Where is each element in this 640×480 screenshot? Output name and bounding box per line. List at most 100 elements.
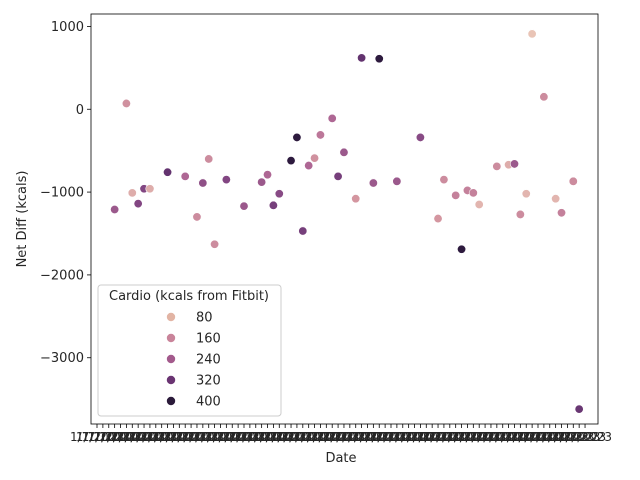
data-point bbox=[327, 113, 337, 123]
data-point bbox=[527, 29, 537, 39]
y-tick-label: 1000 bbox=[51, 20, 84, 35]
plot-frame bbox=[90, 13, 599, 425]
data-point bbox=[239, 201, 249, 211]
y-axis-ticks: 1000 0 −1000 −2000 −3000 bbox=[40, 20, 91, 366]
x-tick-label: 1/7/2023 bbox=[293, 430, 347, 444]
data-point bbox=[333, 171, 343, 181]
y-tick-label: 0 bbox=[76, 103, 84, 118]
x-tick-label: 1/7/2023 bbox=[223, 430, 277, 444]
data-point bbox=[374, 54, 384, 64]
data-point bbox=[310, 153, 320, 163]
x-tick-label: 1/7/2023 bbox=[288, 430, 342, 444]
x-tick-label: 1/7/2023 bbox=[252, 430, 306, 444]
x-tick-label: 1/7/2023 bbox=[70, 430, 124, 444]
x-tick-label: 1/7/2023 bbox=[276, 430, 330, 444]
data-point bbox=[221, 175, 231, 185]
data-point bbox=[509, 159, 519, 169]
x-tick-label: 1/7/2023 bbox=[123, 430, 177, 444]
x-tick-label: 1/7/2023 bbox=[76, 430, 130, 444]
x-tick-label: 1/7/2023 bbox=[446, 430, 500, 444]
data-point bbox=[304, 161, 314, 171]
data-point bbox=[204, 154, 214, 164]
legend-label: 160 bbox=[196, 332, 221, 347]
x-tick-label: 1/7/2023 bbox=[417, 430, 471, 444]
data-point bbox=[121, 98, 131, 108]
x-tick-label: 1/7/2023 bbox=[517, 430, 571, 444]
x-tick-label: 1/7/2023 bbox=[429, 430, 483, 444]
x-axis-label: Date bbox=[325, 451, 356, 466]
data-point bbox=[557, 208, 567, 218]
data-point bbox=[515, 209, 525, 219]
x-tick-label: 1/7/2023 bbox=[464, 430, 518, 444]
x-tick-label: 1/7/2023 bbox=[311, 430, 365, 444]
x-tick-label: 1/7/2023 bbox=[476, 430, 530, 444]
legend-title: Cardio (kcals from Fitbit) bbox=[109, 289, 269, 304]
data-point bbox=[133, 199, 143, 209]
data-point bbox=[198, 178, 208, 188]
data-point bbox=[568, 176, 578, 186]
data-point bbox=[433, 214, 443, 224]
x-tick-label: 1/7/2023 bbox=[258, 430, 312, 444]
data-point bbox=[268, 200, 278, 210]
x-tick-label: 1/7/2023 bbox=[152, 430, 206, 444]
x-tick-label: 1/7/2023 bbox=[364, 430, 418, 444]
x-tick-label: 1/7/2023 bbox=[141, 430, 195, 444]
x-tick-label: 1/7/2023 bbox=[399, 430, 453, 444]
x-tick-label: 1/7/2023 bbox=[511, 430, 565, 444]
x-tick-label: 1/7/2023 bbox=[211, 430, 265, 444]
legend: Cardio (kcals from Fitbit) 80 160 240 320 40… bbox=[97, 284, 282, 417]
data-point bbox=[145, 184, 155, 194]
x-tick-label: 1/7/2023 bbox=[299, 430, 353, 444]
x-tick-label: 1/7/2023 bbox=[205, 430, 259, 444]
x-tick-label: 1/7/2023 bbox=[393, 430, 447, 444]
x-tick-label: 1/7/2023 bbox=[329, 430, 383, 444]
y-tick-label: −3000 bbox=[40, 351, 84, 366]
x-tick-label: 1/7/2023 bbox=[246, 430, 300, 444]
x-tick-label: 1/7/2023 bbox=[305, 430, 359, 444]
x-tick-label: 1/7/2023 bbox=[382, 430, 436, 444]
x-tick-label: 1/7/2023 bbox=[229, 430, 283, 444]
x-tick-label: 1/7/2023 bbox=[346, 430, 400, 444]
x-tick-label: 1/7/2023 bbox=[488, 430, 542, 444]
data-point bbox=[274, 189, 284, 199]
x-tick-label: 1/7/2023 bbox=[235, 430, 289, 444]
legend-label: 400 bbox=[196, 395, 221, 410]
legend-marker bbox=[166, 375, 176, 385]
data-point bbox=[339, 147, 349, 157]
x-tick-label: 1/7/2023 bbox=[546, 430, 600, 444]
x-tick-label: 1/7/2023 bbox=[440, 430, 494, 444]
x-tick-label: 1/7/2023 bbox=[270, 430, 324, 444]
x-tick-label: 1/7/2023 bbox=[317, 430, 371, 444]
x-tick-label: 1/7/2023 bbox=[117, 430, 171, 444]
x-tick-label: 1/7/2023 bbox=[217, 430, 271, 444]
x-tick-label: 1/7/2023 bbox=[405, 430, 459, 444]
legend-marker bbox=[166, 396, 176, 406]
x-tick-label: 1/7/2023 bbox=[129, 430, 183, 444]
x-tick-label: 1/7/2023 bbox=[470, 430, 524, 444]
data-point bbox=[457, 244, 467, 254]
legend-marker bbox=[166, 354, 176, 364]
x-tick-label: 1/7/2023 bbox=[176, 430, 230, 444]
x-tick-label: 1/7/2023 bbox=[341, 430, 395, 444]
data-point bbox=[286, 156, 296, 166]
x-tick-label: 1/7/2023 bbox=[82, 430, 136, 444]
y-tick-label: −1000 bbox=[40, 186, 84, 201]
data-point bbox=[180, 171, 190, 181]
x-tick-label: 1/7/2023 bbox=[335, 430, 389, 444]
legend-box bbox=[97, 284, 282, 417]
data-point bbox=[263, 170, 273, 180]
x-tick-label: 1/7/2023 bbox=[370, 430, 424, 444]
data-point bbox=[574, 404, 584, 414]
legend-entries: 80 160 240 320 400 bbox=[166, 311, 221, 410]
data-point bbox=[368, 178, 378, 188]
data-points bbox=[110, 29, 584, 414]
data-point bbox=[451, 190, 461, 200]
data-point bbox=[539, 92, 549, 102]
x-tick-label: 1/7/2023 bbox=[458, 430, 512, 444]
x-tick-label: 1/7/2023 bbox=[182, 430, 236, 444]
data-point bbox=[298, 226, 308, 236]
x-tick-label: 1/7/2023 bbox=[158, 430, 212, 444]
x-axis-ticks: 1/7/20231/7/20231/7/20231/7/20231/7/2023… bbox=[70, 424, 612, 444]
legend-label: 80 bbox=[196, 311, 213, 326]
